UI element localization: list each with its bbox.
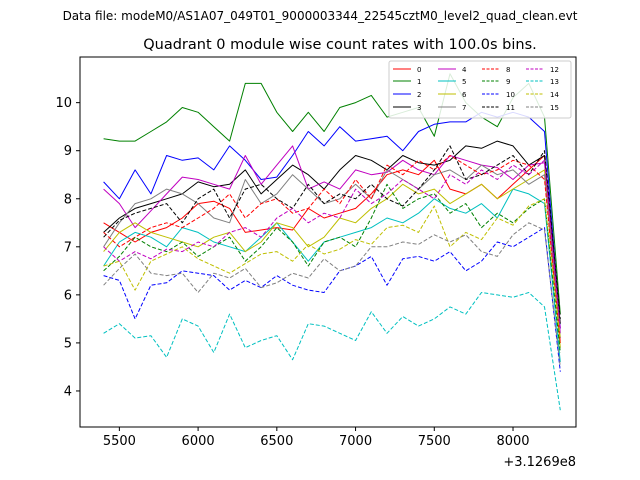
series-line-14	[103, 198, 561, 339]
legend-box	[388, 60, 572, 119]
series-line-13	[103, 292, 561, 411]
x-offset-label: +3.1269e8	[503, 455, 576, 470]
legend-label-8: 8	[506, 66, 510, 74]
series-line-15	[103, 222, 561, 367]
y-tick-label: 4	[64, 384, 72, 399]
legend-label-12: 12	[550, 66, 559, 74]
x-axis: 5500 6000 6500 7000 7500 8000	[103, 427, 530, 449]
legend-label-6: 6	[462, 91, 467, 99]
series-line-11	[103, 145, 561, 319]
y-tick-label: 8	[64, 192, 72, 207]
series-line-9	[103, 183, 561, 353]
series-group	[103, 73, 561, 411]
legend-label-2: 2	[417, 91, 421, 99]
legend-label-3: 3	[417, 104, 421, 112]
legend-label-7: 7	[462, 104, 466, 112]
y-tick-label: 10	[55, 96, 72, 111]
x-tick-label: 7500	[418, 434, 451, 449]
series-line-2	[103, 111, 561, 329]
suptitle: Data file: modeM0/AS1A07_049T01_90000033…	[63, 9, 578, 23]
legend-label-1: 1	[417, 78, 421, 86]
series-line-5	[103, 188, 561, 363]
legend-label-10: 10	[506, 91, 515, 99]
series-line-6	[103, 169, 561, 348]
y-tick-label: 6	[64, 288, 72, 303]
legend-label-5: 5	[462, 78, 466, 86]
series-line-10	[103, 227, 561, 372]
legend-label-4: 4	[462, 66, 467, 74]
y-axis: 4 5 6 7 8 9 10	[55, 96, 80, 399]
series-line-8	[103, 155, 561, 343]
legend-label-0: 0	[417, 66, 421, 74]
chart-title: Quadrant 0 module wise count rates with …	[143, 37, 537, 53]
x-tick-label: 5500	[103, 434, 136, 449]
x-tick-label: 8000	[496, 434, 529, 449]
legend-label-13: 13	[550, 78, 559, 86]
y-tick-label: 7	[64, 240, 72, 255]
legend-label-9: 9	[506, 78, 510, 86]
legend-label-11: 11	[506, 104, 515, 112]
axes-frame	[79, 56, 577, 428]
y-tick-label: 5	[64, 336, 72, 351]
y-tick-label: 9	[64, 144, 72, 159]
series-line-4	[103, 145, 561, 334]
series-line-12	[103, 159, 561, 329]
series-line-1	[103, 73, 561, 315]
legend-label-14: 14	[550, 91, 559, 99]
x-tick-label: 6500	[260, 434, 293, 449]
x-tick-label: 7000	[339, 434, 372, 449]
x-tick-label: 6000	[182, 434, 215, 449]
legend-label-15: 15	[550, 104, 559, 112]
series-line-7	[103, 164, 561, 339]
series-line-3	[103, 140, 561, 324]
